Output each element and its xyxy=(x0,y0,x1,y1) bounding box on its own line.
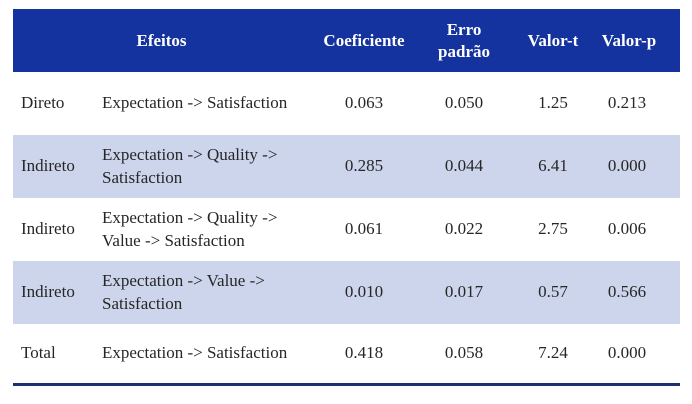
table-row: Direto Expectation -> Satisfaction 0.063… xyxy=(13,72,680,135)
t-value-cell: 0.57 xyxy=(510,261,597,324)
header-valor-p: Valor-p xyxy=(596,9,681,72)
effect-type-cell: Indireto xyxy=(13,261,98,324)
table-row: Indireto Expectation -> Value -> Satisfa… xyxy=(13,261,681,324)
effect-type-cell: Direto xyxy=(21,93,65,113)
p-value-cell: 0.566 xyxy=(596,261,681,324)
t-value-cell: 2.75 xyxy=(538,219,568,239)
table-header-row: Efeitos Coeficiente Erro padrão Valor-t … xyxy=(13,9,681,72)
effect-type-cell: Indireto xyxy=(21,219,75,239)
header-coeficiente: Coeficiente xyxy=(310,9,419,72)
header-erro-padrao: Erro padrão xyxy=(418,9,511,72)
t-value-cell: 7.24 xyxy=(538,343,568,363)
coefficient-cell: 0.061 xyxy=(344,219,384,239)
effect-path-cell: Expectation -> Quality -> Value -> Satis… xyxy=(102,208,278,250)
p-value-cell: 0.006 xyxy=(607,219,647,239)
std-error-cell: 0.022 xyxy=(444,219,484,239)
effects-table-container: Efeitos Coeficiente Erro padrão Valor-t … xyxy=(13,9,681,386)
coefficient-cell: 0.010 xyxy=(310,261,419,324)
table-row: Total Expectation -> Satisfaction 0.418 … xyxy=(13,324,680,384)
table-row: Indireto Expectation -> Quality -> Satis… xyxy=(13,135,681,198)
effect-type-cell: Total xyxy=(21,343,56,363)
effects-table: Efeitos Coeficiente Erro padrão Valor-t … xyxy=(13,9,681,386)
effect-path-cell: Expectation -> Satisfaction xyxy=(102,93,288,113)
p-value-cell: 0.213 xyxy=(607,93,647,113)
header-valor-t: Valor-t xyxy=(510,9,597,72)
header-efeitos: Efeitos xyxy=(13,9,311,72)
t-value-cell: 6.41 xyxy=(510,135,597,198)
coefficient-cell: 0.063 xyxy=(344,93,384,113)
std-error-cell: 0.044 xyxy=(418,135,511,198)
std-error-cell: 0.017 xyxy=(418,261,511,324)
std-error-cell: 0.050 xyxy=(444,93,484,113)
coefficient-cell: 0.285 xyxy=(310,135,419,198)
std-error-cell: 0.058 xyxy=(444,343,484,363)
p-value-cell: 0.000 xyxy=(607,343,647,363)
effect-path-cell: Expectation -> Quality -> Satisfaction xyxy=(98,135,311,198)
effect-type-cell: Indireto xyxy=(13,135,98,198)
table-row: Indireto Expectation -> Quality -> Value… xyxy=(13,198,680,261)
p-value-cell: 0.000 xyxy=(596,135,681,198)
effect-path-cell: Expectation -> Value -> Satisfaction xyxy=(98,261,311,324)
t-value-cell: 1.25 xyxy=(538,93,568,113)
effect-path-cell: Expectation -> Satisfaction xyxy=(102,343,288,363)
coefficient-cell: 0.418 xyxy=(344,343,384,363)
